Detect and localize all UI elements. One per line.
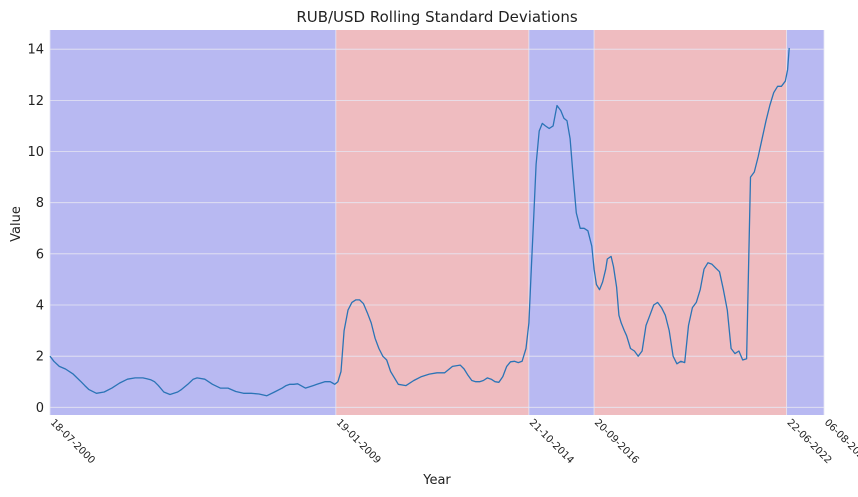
y-tick-label-8: 8 [36,196,44,211]
y-tick-label-12: 12 [27,94,44,109]
x-tick-label-2: 19-01-2009 [334,417,383,466]
x-tick-label-1: 18-07-2000 [48,417,97,466]
x-tick-label-4: 20-09-2016 [592,417,641,466]
y-axis-label: Value [9,206,24,242]
y-tick-label-4: 4 [36,299,44,314]
y-tick-label-10: 10 [27,145,44,160]
regime-shading-layer [50,30,824,415]
y-tick-label-2: 2 [36,350,44,365]
chart-title: RUB/USD Rolling Standard Deviations [296,8,578,26]
regime-band-high-4 [594,30,787,415]
x-axis-label: Year [422,473,451,488]
y-tick-label-14: 14 [27,43,44,58]
y-tick-label-6: 6 [36,247,44,262]
x-tick-label-3: 21-10-2014 [527,417,576,466]
regime-band-low-3 [529,30,594,415]
regime-band-low-1 [50,30,336,415]
regime-band-low-5 [787,30,824,415]
y-tick-label-0: 0 [36,401,44,416]
regime-band-high-2 [336,30,529,415]
